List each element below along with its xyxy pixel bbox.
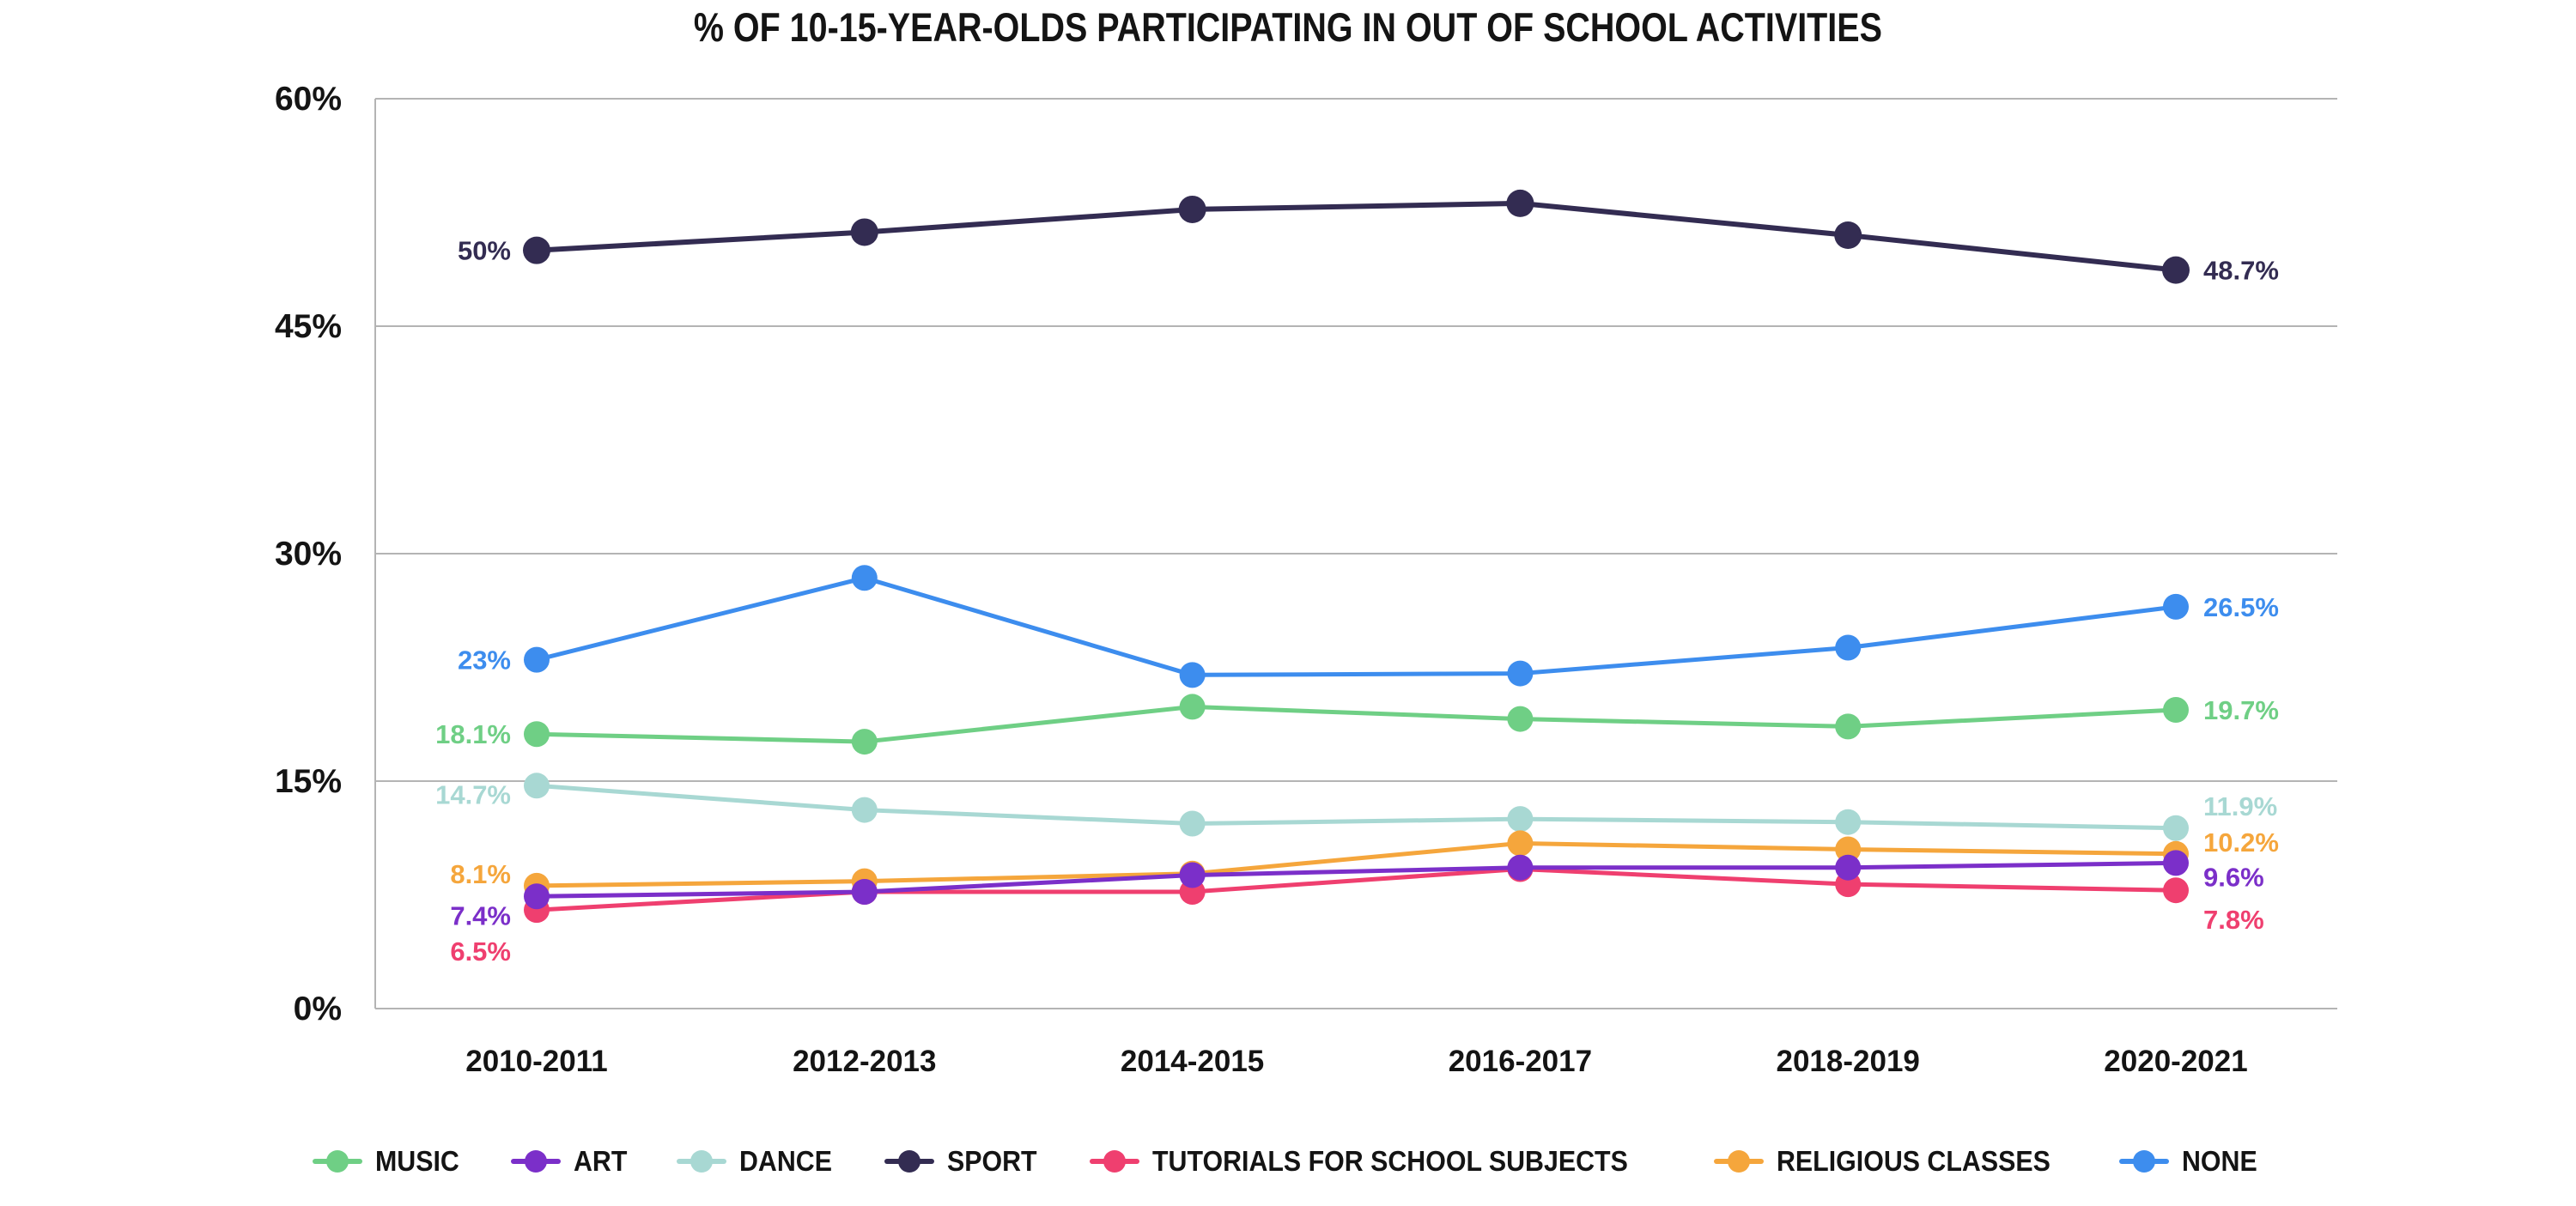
legend-item-dance: DANCE bbox=[677, 1145, 840, 1178]
data-point-sport bbox=[1506, 189, 1534, 217]
legend-item-art: ART bbox=[511, 1145, 632, 1178]
legend-label: NONE bbox=[2181, 1145, 2257, 1177]
chart-title: % OF 10-15-YEAR-OLDS PARTICIPATING IN OU… bbox=[693, 4, 1883, 50]
data-point-sport bbox=[523, 236, 550, 264]
x-axis-tick-label: 2016-2017 bbox=[1449, 1045, 1592, 1078]
start-value-label-music: 18.1% bbox=[435, 719, 511, 749]
data-point-art bbox=[1179, 862, 1206, 888]
data-point-sport bbox=[850, 218, 878, 246]
legend-label: SPORT bbox=[947, 1145, 1038, 1177]
data-point-none bbox=[1507, 660, 1534, 687]
x-axis-tick-label: 2012-2013 bbox=[793, 1045, 936, 1078]
series-line-none bbox=[536, 575, 2177, 677]
legend-dot-icon bbox=[1103, 1150, 1127, 1173]
start-value-label-tutorials-for-school-subjects: 6.5% bbox=[450, 936, 511, 967]
legend-item-none: NONE bbox=[2118, 1145, 2263, 1178]
data-point-none bbox=[1835, 634, 1862, 661]
data-point-tutorials-for-school-subjects bbox=[2163, 877, 2189, 904]
legend-marker-icon bbox=[884, 1148, 935, 1174]
data-point-none bbox=[524, 646, 550, 673]
legend-marker-icon bbox=[677, 1148, 727, 1174]
chart-legend: MUSIC ART DANCE SPORT TUTORIALS FOR SCHOOL S… bbox=[0, 1145, 2576, 1178]
data-point-music bbox=[851, 729, 878, 755]
start-value-label-none: 23% bbox=[458, 645, 511, 676]
series-line-sport bbox=[536, 200, 2177, 273]
x-axis-tick-label: 2014-2015 bbox=[1121, 1045, 1264, 1078]
x-axis-tick-label: 2018-2019 bbox=[1777, 1045, 1920, 1078]
end-value-label-dance: 11.9% bbox=[2203, 791, 2277, 821]
data-point-music bbox=[1179, 694, 1206, 720]
data-point-art bbox=[2163, 850, 2189, 876]
data-point-religious-classes bbox=[1835, 836, 1862, 863]
legend-dot-icon bbox=[1728, 1150, 1751, 1173]
end-value-label-music: 19.7% bbox=[2203, 695, 2279, 725]
start-value-label-dance: 14.7% bbox=[435, 779, 511, 809]
end-value-label-religious-classes: 10.2% bbox=[2203, 827, 2279, 858]
data-point-none bbox=[851, 565, 878, 591]
y-axis-tick-label: 30% bbox=[275, 536, 342, 573]
legend-label: TUTORIALS FOR SCHOOL SUBJECTS bbox=[1152, 1145, 1628, 1177]
legend-marker-icon bbox=[1090, 1148, 1140, 1174]
start-value-label-art: 7.4% bbox=[450, 900, 511, 930]
y-axis-tick-label: 0% bbox=[294, 991, 342, 1027]
legend-dot-icon bbox=[525, 1150, 548, 1173]
x-axis-tick-label: 2010-2011 bbox=[465, 1045, 607, 1078]
legend-marker-icon bbox=[312, 1148, 362, 1174]
y-axis-tick-label: 60% bbox=[275, 81, 342, 118]
data-point-art bbox=[1835, 854, 1862, 881]
data-point-music bbox=[1835, 713, 1862, 740]
legend-marker-icon bbox=[511, 1148, 562, 1174]
start-value-label-religious-classes: 8.1% bbox=[450, 859, 511, 889]
series-line-art bbox=[536, 860, 2177, 899]
end-value-label-sport: 48.7% bbox=[2203, 256, 2279, 286]
legend-marker-icon bbox=[1714, 1148, 1765, 1174]
legend-marker-icon bbox=[2118, 1148, 2169, 1174]
end-value-label-art: 9.6% bbox=[2203, 862, 2264, 892]
legend-label: MUSIC bbox=[374, 1145, 459, 1177]
x-axis-tick-label: 2020-2021 bbox=[2104, 1045, 2247, 1078]
data-point-dance bbox=[851, 797, 878, 823]
legend-dot-icon bbox=[2132, 1150, 2155, 1173]
start-value-label-sport: 50% bbox=[458, 236, 511, 266]
end-value-label-none: 26.5% bbox=[2203, 592, 2279, 622]
series-line-tutorials-for-school-subjects bbox=[536, 866, 2177, 912]
data-point-dance bbox=[1179, 810, 1206, 837]
y-axis-tick-label: 15% bbox=[275, 763, 342, 800]
legend-dot-icon bbox=[898, 1150, 921, 1173]
legend-label: ART bbox=[574, 1145, 628, 1177]
data-point-sport bbox=[1834, 221, 1862, 249]
end-value-label-tutorials-for-school-subjects: 7.8% bbox=[2203, 905, 2264, 935]
data-point-none bbox=[1179, 662, 1206, 688]
data-point-music bbox=[524, 721, 550, 748]
chart-title-wrap: % OF 10-15-YEAR-OLDS PARTICIPATING IN OU… bbox=[0, 0, 2576, 51]
series-line-dance bbox=[536, 783, 2177, 831]
data-point-none bbox=[2163, 593, 2189, 620]
data-point-dance bbox=[2163, 815, 2189, 841]
legend-item-religious-classes: RELIGIOUS CLASSES bbox=[1714, 1145, 2075, 1178]
data-point-dance bbox=[1835, 809, 1862, 835]
data-point-dance bbox=[524, 773, 550, 799]
series-line-religious-classes bbox=[536, 840, 2177, 888]
data-point-art bbox=[851, 878, 878, 905]
series-line-music bbox=[536, 704, 2177, 744]
data-point-sport bbox=[1178, 195, 1206, 223]
legend-item-music: MUSIC bbox=[312, 1145, 466, 1178]
legend-item-tutorials-for-school-subjects: TUTORIALS FOR SCHOOL SUBJECTS bbox=[1090, 1145, 1669, 1178]
legend-dot-icon bbox=[325, 1150, 349, 1173]
legend-item-sport: SPORT bbox=[884, 1145, 1045, 1178]
legend-dot-icon bbox=[690, 1150, 714, 1173]
data-point-art bbox=[1507, 854, 1534, 881]
data-point-art bbox=[524, 883, 550, 910]
data-point-music bbox=[1507, 706, 1534, 732]
data-point-sport bbox=[2162, 256, 2190, 284]
data-point-dance bbox=[1507, 806, 1534, 833]
y-axis-tick-label: 45% bbox=[275, 308, 342, 345]
legend-label: DANCE bbox=[739, 1145, 833, 1177]
data-point-music bbox=[2163, 696, 2189, 723]
data-point-religious-classes bbox=[1507, 830, 1534, 857]
legend-label: RELIGIOUS CLASSES bbox=[1777, 1145, 2050, 1177]
